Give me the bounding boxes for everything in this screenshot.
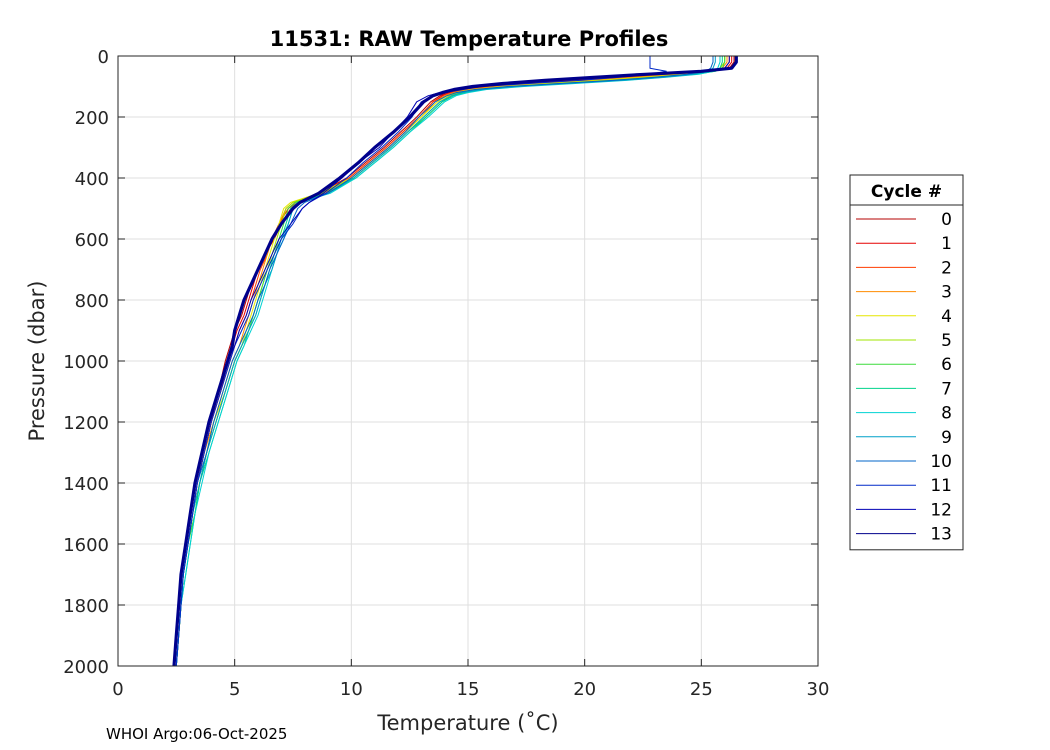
y-tick-label: 0: [98, 47, 109, 68]
x-axis-label: Temperature (˚C): [376, 711, 558, 735]
legend-label-cycle-7: 7: [941, 379, 952, 399]
y-tick-label: 800: [75, 291, 109, 312]
legend-label-cycle-10: 10: [930, 452, 952, 472]
y-axis-label: Pressure (dbar): [25, 281, 49, 442]
x-tick-label: 20: [573, 679, 596, 700]
x-tick-label: 5: [229, 679, 240, 700]
y-axis-ticks: 0 200 400 600 800 1000 1200 1400 1600 1800 2000: [63, 47, 818, 678]
legend-label-cycle-4: 4: [941, 307, 952, 327]
y-tick-label: 1600: [63, 535, 109, 556]
legend-label-cycle-5: 5: [941, 331, 952, 351]
chart-title: 11531: RAW Temperature Profiles: [270, 27, 669, 51]
legend-box: [849, 174, 964, 551]
y-tick-label: 2000: [63, 657, 109, 678]
legend-label-cycle-13: 13: [930, 525, 952, 545]
y-tick-label: 600: [75, 230, 109, 251]
footer-credit: WHOI Argo:06-Oct-2025: [106, 725, 288, 743]
legend-label-cycle-2: 2: [941, 258, 952, 278]
y-tick-label: 1200: [63, 413, 109, 434]
legend-label-cycle-12: 12: [930, 500, 952, 520]
y-tick-label: 1000: [63, 352, 109, 373]
profile-line-cycle-13: [172, 56, 738, 667]
x-tick-label: 30: [807, 679, 830, 700]
legend-title: Cycle #: [871, 182, 942, 202]
x-tick-label: 25: [690, 679, 713, 700]
profile-line-cycle-10: [175, 56, 714, 667]
legend-label-cycle-9: 9: [941, 428, 952, 448]
x-tick-label: 10: [340, 679, 363, 700]
profile-lines: [172, 56, 738, 667]
legend-label-cycle-1: 1: [941, 234, 952, 254]
y-tick-label: 400: [75, 169, 109, 190]
y-tick-label: 1400: [63, 474, 109, 495]
x-tick-label: 15: [457, 679, 480, 700]
y-tick-label: 200: [75, 108, 109, 129]
legend-label-cycle-11: 11: [930, 476, 952, 496]
x-tick-label: 0: [112, 679, 123, 700]
legend-label-cycle-0: 0: [941, 210, 952, 230]
legend-label-cycle-8: 8: [941, 404, 952, 424]
legend-label-cycle-6: 6: [941, 355, 952, 375]
x-axis-ticks: 0 5 10 15 20 25 30: [112, 56, 829, 700]
y-tick-label: 1800: [63, 596, 109, 617]
legend-label-cycle-3: 3: [941, 283, 952, 303]
